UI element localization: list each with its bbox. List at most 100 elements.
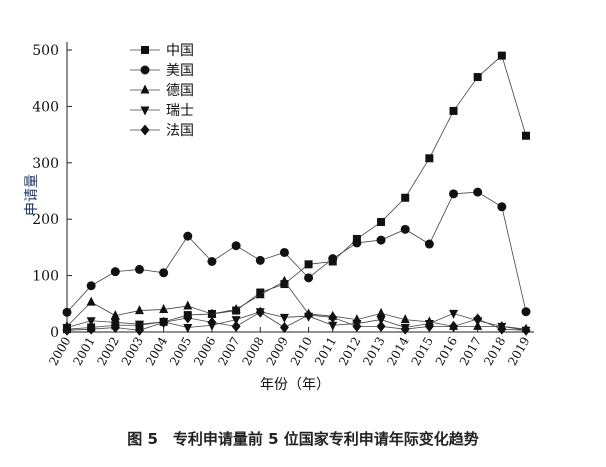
data-point: [62, 324, 72, 336]
legend-label: 德国: [166, 83, 194, 99]
data-point: [449, 106, 458, 115]
data-point: [255, 306, 265, 318]
data-point: [255, 255, 265, 265]
y-tick-label: 300: [32, 156, 59, 172]
data-point: [328, 311, 338, 323]
legend-marker: [140, 84, 150, 94]
series-line-0: [66, 54, 527, 330]
data-point: [134, 264, 144, 274]
data-point: [183, 312, 193, 324]
data-point: [279, 321, 289, 333]
x-tick-label: 2003: [119, 335, 146, 368]
data-point: [279, 247, 289, 257]
x-tick-label: 2016: [433, 335, 460, 368]
x-tick-label: 2007: [215, 335, 242, 368]
data-point: [400, 224, 410, 234]
data-point: [183, 300, 193, 310]
data-point: [352, 320, 362, 332]
data-point: [376, 316, 386, 326]
y-tick-label: 500: [32, 43, 59, 59]
x-tick-label: 2004: [143, 334, 171, 368]
data-point: [521, 324, 531, 336]
y-tick-label: 0: [50, 325, 59, 341]
data-point: [473, 313, 483, 325]
x-tick-label: 2012: [336, 335, 363, 368]
data-point: [376, 320, 386, 332]
x-tick-label: 2017: [457, 335, 484, 368]
series-line-2: [66, 280, 527, 330]
data-point: [497, 202, 507, 212]
x-axis-label: 年份（年）: [260, 377, 330, 393]
data-point: [86, 317, 96, 327]
x-tick-label: 2011: [312, 335, 339, 368]
data-point: [159, 303, 169, 313]
legend-marker: [140, 106, 150, 116]
y-tick-label: 200: [32, 212, 59, 228]
data-point: [328, 254, 338, 264]
data-point: [304, 273, 314, 283]
chart: 0100200300400500200020012002200320042005…: [24, 42, 534, 393]
data-point: [231, 303, 241, 313]
data-point: [521, 307, 531, 317]
data-point: [352, 238, 362, 248]
data-point: [183, 231, 193, 241]
legend-label: 中国: [166, 43, 194, 59]
x-tick-label: 2001: [70, 335, 97, 368]
data-point: [207, 308, 217, 318]
x-tick-label: 2005: [167, 335, 194, 368]
data-point: [497, 51, 506, 60]
x-tick-label: 2006: [191, 335, 218, 368]
data-point: [207, 257, 217, 266]
x-tick-label: 2008: [239, 335, 266, 368]
data-point: [231, 241, 241, 251]
x-tick-label: 2009: [264, 335, 291, 368]
x-tick-label: 2013: [360, 335, 387, 368]
data-point: [279, 313, 289, 323]
x-tick-label: 2010: [288, 335, 315, 368]
data-point: [376, 235, 386, 245]
y-tick-label: 100: [32, 269, 59, 285]
data-point: [401, 193, 410, 202]
data-point: [425, 154, 434, 163]
data-point: [376, 307, 386, 317]
data-point: [231, 320, 241, 332]
data-point: [110, 321, 120, 333]
x-tick-label: 2015: [409, 335, 436, 368]
data-point: [159, 316, 169, 328]
data-point: [400, 314, 410, 324]
data-point: [207, 316, 217, 328]
data-point: [304, 309, 314, 321]
data-point: [255, 289, 265, 299]
data-point: [522, 131, 530, 140]
x-tick-label: 2018: [481, 335, 508, 368]
data-point: [400, 323, 410, 335]
data-point: [328, 321, 338, 331]
legend-label: 法国: [166, 123, 194, 139]
data-point: [473, 187, 483, 197]
data-point: [473, 73, 482, 82]
data-point: [304, 260, 313, 269]
data-point: [424, 320, 434, 332]
data-point: [86, 323, 96, 335]
data-point: [497, 323, 507, 335]
data-point: [62, 307, 72, 317]
legend-marker: [140, 124, 150, 136]
legend-marker: [140, 65, 150, 75]
data-point: [159, 268, 169, 278]
x-tick-label: 2002: [95, 335, 122, 368]
data-point: [449, 309, 459, 319]
figure-caption: 图 5 专利申请量前 5 位国家专利申请年际变化趋势: [127, 430, 479, 448]
series-line-1: [66, 191, 527, 313]
legend-marker: [141, 46, 149, 54]
data-point: [449, 189, 459, 199]
data-point: [134, 324, 144, 336]
x-tick-label: 2014: [384, 334, 412, 368]
x-tick-label: 2019: [505, 335, 532, 368]
data-point: [231, 316, 241, 326]
data-point: [449, 320, 459, 332]
data-point: [134, 305, 144, 315]
data-point: [279, 275, 289, 285]
data-point: [86, 281, 96, 291]
series-line-3: [66, 311, 527, 331]
y-axis-label: 申请量: [24, 174, 40, 216]
